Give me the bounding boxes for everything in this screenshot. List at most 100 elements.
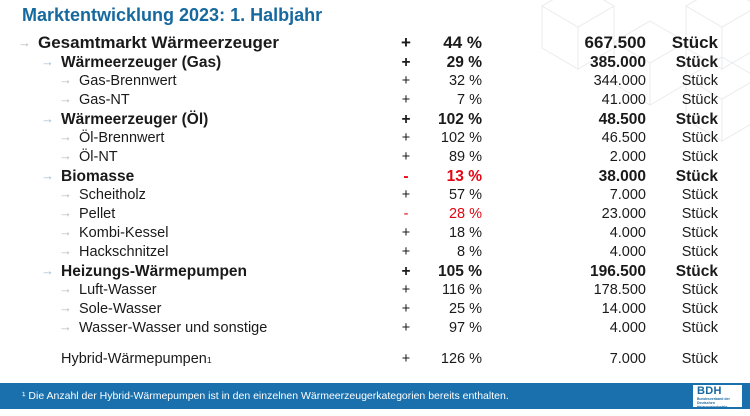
row-change-sign: - <box>403 168 409 185</box>
row-units-value: 4.000 <box>609 320 646 336</box>
row-units-value: 38.000 <box>598 168 646 185</box>
row-change-sign: + <box>401 244 411 260</box>
row-label: Wasser-Wasser und sonstige <box>79 320 268 336</box>
row-change-percent: 28 % <box>448 206 482 222</box>
row-units-value: 385.000 <box>589 54 646 71</box>
table-row: Sole-Wasser + 25 % 14.000 Stück <box>15 301 718 320</box>
row-label: Luft-Wasser <box>79 282 157 298</box>
row-change-sign: + <box>401 149 411 165</box>
row-label-cell: Biomasse <box>15 168 390 186</box>
row-label: Gesamtmarkt Wärmeerzeuger <box>38 33 279 52</box>
row-units-value: 178.500 <box>593 282 646 298</box>
row-change-sign: + <box>401 301 411 317</box>
row-change-sign: + <box>401 351 411 367</box>
footer-bar: ¹ Die Anzahl der Hybrid-Wärmepumpen ist … <box>0 383 750 409</box>
row-unit-label: Stück <box>681 320 718 336</box>
row-change-sign: + <box>401 263 411 280</box>
row-label-cell: Wärmeerzeuger (Gas) <box>15 54 390 72</box>
table-row: Scheitholz + 57 % 7.000 Stück <box>15 187 718 206</box>
row-label: Gas-NT <box>79 92 130 108</box>
row-unit-label: Stück <box>681 206 718 222</box>
row-label: Sole-Wasser <box>79 301 162 317</box>
row-change-percent: 25 % <box>448 301 482 317</box>
arrow-right-icon <box>59 129 72 144</box>
row-unit-label: Stück <box>681 73 718 89</box>
table-row: Wärmeerzeuger (Gas) + 29 % 385.000 Stück <box>15 54 718 73</box>
row-label-cell: Luft-Wasser <box>15 282 390 298</box>
row-change-sign: + <box>401 54 411 71</box>
row-label-cell: Wasser-Wasser und sonstige <box>15 320 390 336</box>
row-change-percent: 97 % <box>448 320 482 336</box>
row-unit-label: Stück <box>681 92 718 108</box>
bdh-logo: BDH Bundesverband der Deutschen Heizungs… <box>693 385 742 407</box>
row-change-sign: + <box>401 73 411 89</box>
table-row: Hybrid-Wärmepumpen 1 + 126 % 7.000 Stück <box>15 351 718 370</box>
table-row: Hackschnitzel + 8 % 4.000 Stück <box>15 244 718 263</box>
row-change-percent: 29 % <box>446 54 482 71</box>
row-units-value: 7.000 <box>609 187 646 203</box>
row-change-sign: + <box>401 225 411 241</box>
row-label: Biomasse <box>61 168 135 185</box>
row-unit-label: Stück <box>681 149 718 165</box>
row-label-cell: Öl-Brennwert <box>15 130 390 146</box>
row-unit-label: Stück <box>681 130 718 146</box>
row-units-value: 2.000 <box>609 149 646 165</box>
row-label: Heizungs-Wärmepumpen <box>61 263 248 280</box>
row-label: Gas-Brennwert <box>79 73 177 89</box>
arrow-right-icon <box>59 72 72 87</box>
arrow-right-icon <box>59 281 72 296</box>
arrow-right-icon <box>59 148 72 163</box>
row-label-cell: Gas-Brennwert <box>15 73 390 89</box>
row-change-sign: + <box>401 187 411 203</box>
table-row: Gas-NT + 7 % 41.000 Stück <box>15 92 718 111</box>
row-label-cell: Scheitholz <box>15 187 390 203</box>
table-row: Wärmeerzeuger (Öl) + 102 % 48.500 Stück <box>15 111 718 130</box>
row-label: Öl-Brennwert <box>79 130 165 146</box>
row-change-percent: 116 % <box>441 282 482 298</box>
row-label-cell: Hybrid-Wärmepumpen 1 <box>15 351 390 367</box>
row-units-value: 48.500 <box>598 111 646 128</box>
arrow-right-icon <box>41 111 54 126</box>
arrow-right-icon <box>41 263 54 278</box>
bdh-logo-subtext-line1: Bundesverband der <box>697 397 730 401</box>
table-row: Gas-Brennwert + 32 % 344.000 Stück <box>15 73 718 92</box>
arrow-right-icon <box>59 319 72 334</box>
row-label-cell: Öl-NT <box>15 149 390 165</box>
row-label: Wärmeerzeuger (Gas) <box>61 54 222 71</box>
table-row: Pellet - 28 % 23.000 Stück <box>15 206 718 225</box>
row-change-percent: 89 % <box>448 149 482 165</box>
row-label-cell: Kombi-Kessel <box>15 225 390 241</box>
row-unit-label: Stück <box>675 168 718 185</box>
row-unit-label: Stück <box>681 187 718 203</box>
row-change-sign: + <box>401 320 411 336</box>
arrow-right-icon <box>18 35 31 50</box>
table-row: Luft-Wasser + 116 % 178.500 Stück <box>15 282 718 301</box>
row-label: Pellet <box>79 206 116 222</box>
arrow-right-icon <box>59 243 72 258</box>
row-unit-label: Stück <box>681 301 718 317</box>
row-unit-label: Stück <box>675 54 718 71</box>
row-label: Kombi-Kessel <box>79 225 169 241</box>
row-units-value: 23.000 <box>601 206 646 222</box>
row-change-percent: 7 % <box>457 92 482 108</box>
row-change-percent: 102 % <box>438 111 482 128</box>
row-change-percent: 18 % <box>448 225 482 241</box>
row-units-value: 667.500 <box>584 33 646 52</box>
row-change-percent: 44 % <box>443 33 482 52</box>
row-label-cell: Pellet <box>15 206 390 222</box>
row-unit-label: Stück <box>675 263 718 280</box>
row-change-percent: 32 % <box>448 73 482 89</box>
arrow-right-icon <box>41 54 54 69</box>
row-label-cell: Sole-Wasser <box>15 301 390 317</box>
table-row: Biomasse - 13 % 38.000 Stück <box>15 168 718 187</box>
row-label: Hackschnitzel <box>79 244 169 260</box>
row-units-value: 4.000 <box>609 244 646 260</box>
table-row: Öl-Brennwert + 102 % 46.500 Stück <box>15 130 718 149</box>
row-label-cell: Heizungs-Wärmepumpen <box>15 263 390 281</box>
row-label: Öl-NT <box>79 149 118 165</box>
row-unit-label: Stück <box>681 225 718 241</box>
arrow-right-icon <box>41 168 54 183</box>
row-change-sign: + <box>401 33 411 52</box>
row-change-sign: - <box>403 206 409 222</box>
